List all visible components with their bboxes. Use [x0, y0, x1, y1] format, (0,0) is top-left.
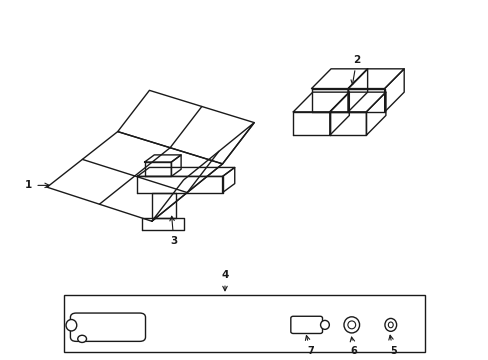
Bar	[64, 295, 424, 352]
Ellipse shape	[343, 317, 359, 333]
Text: 7: 7	[305, 336, 313, 356]
Text: 4: 4	[221, 270, 228, 291]
FancyBboxPatch shape	[70, 313, 145, 341]
Ellipse shape	[78, 335, 86, 342]
FancyBboxPatch shape	[290, 316, 322, 333]
Ellipse shape	[347, 321, 355, 329]
Ellipse shape	[387, 322, 392, 328]
Ellipse shape	[66, 319, 77, 331]
Ellipse shape	[384, 319, 396, 331]
Text: 3: 3	[169, 216, 177, 246]
Text: 2: 2	[350, 55, 360, 85]
Text: 1: 1	[25, 180, 49, 190]
Text: 6: 6	[349, 337, 357, 356]
Ellipse shape	[320, 320, 329, 329]
Text: 5: 5	[388, 335, 396, 356]
